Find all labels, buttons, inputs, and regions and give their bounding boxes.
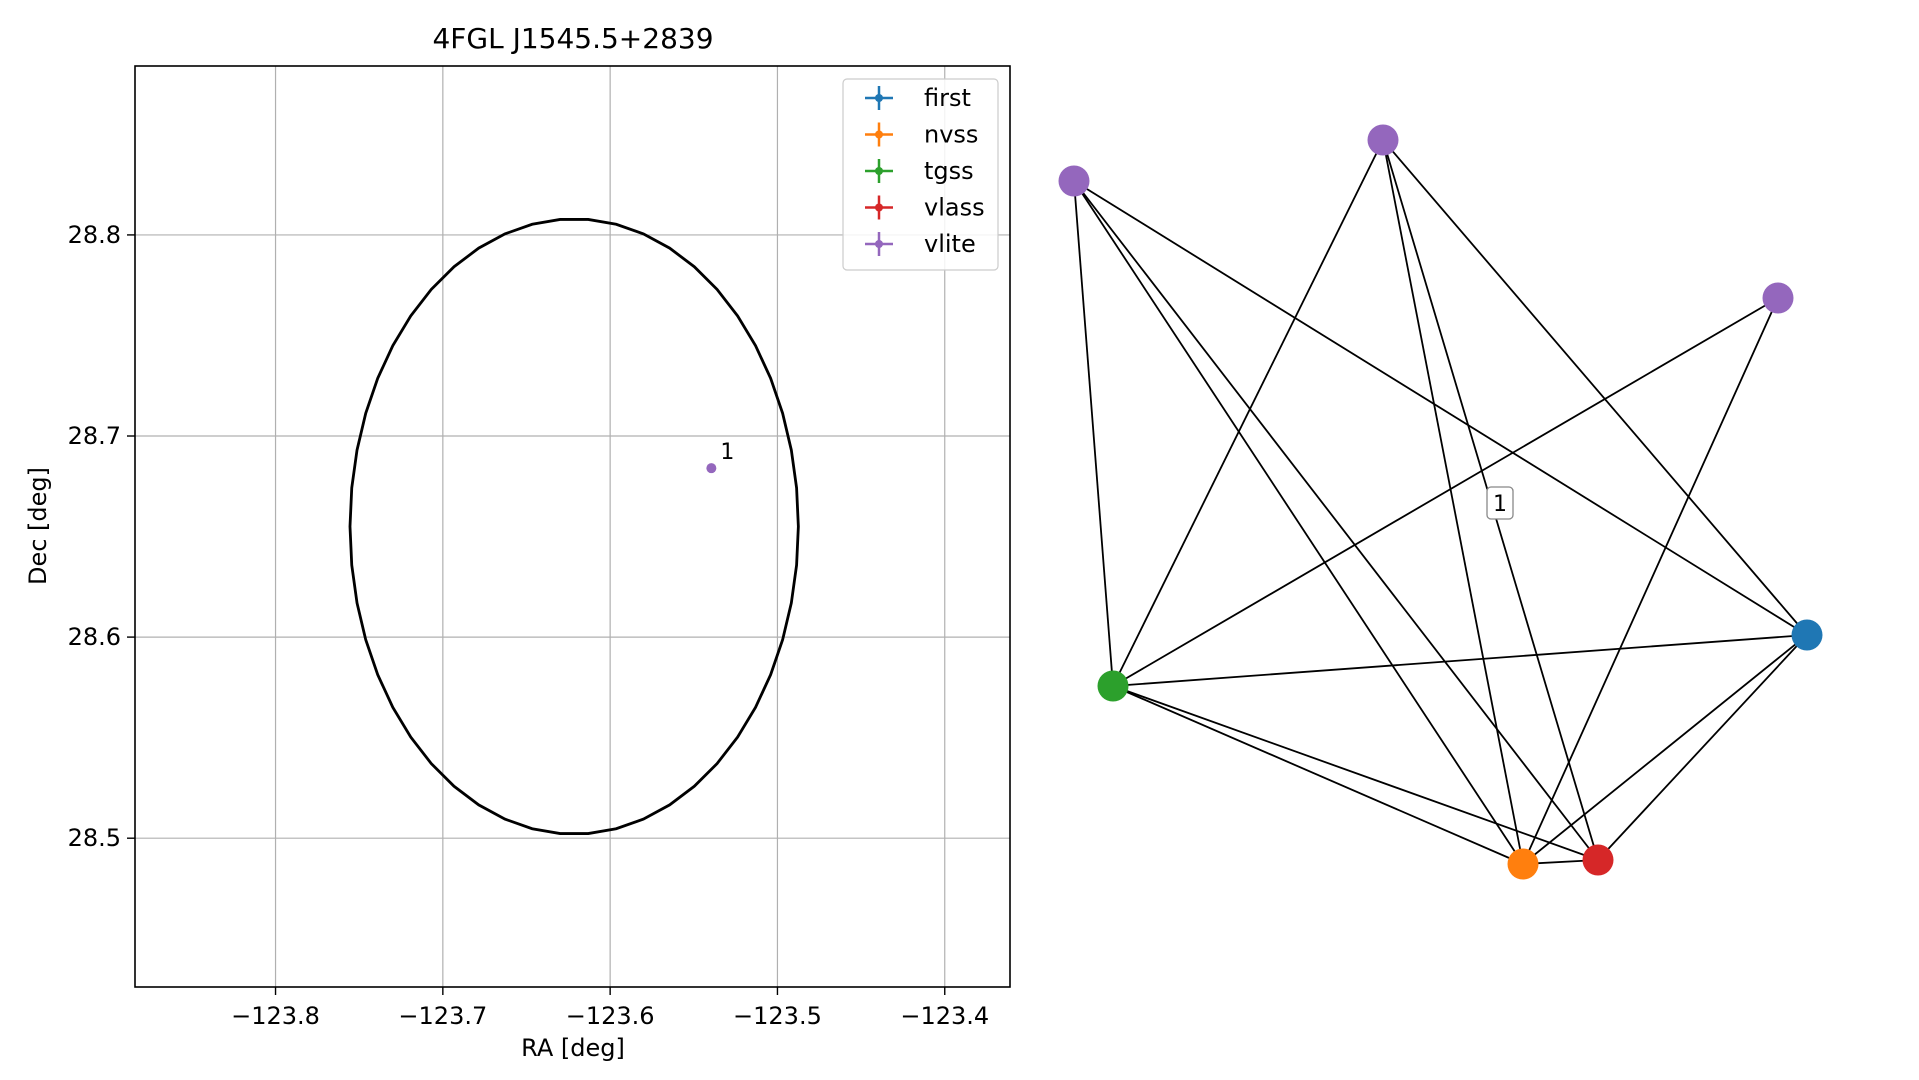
network-panel: 1 <box>1058 124 1823 880</box>
data-point-label: 1 <box>720 440 734 465</box>
legend-frame <box>842 78 999 271</box>
x-ticks: −123.8 −123.7 −123.6 −123.5 −123.4 <box>231 987 989 1030</box>
chart-title: 4FGL J1545.5+2839 <box>432 22 713 55</box>
edge-vlite_c-tgss <box>1112 297 1779 687</box>
legend-item-tgss: tgss <box>865 157 974 185</box>
node-layer <box>1058 124 1823 880</box>
legend-item-vlite: vlite <box>865 230 976 258</box>
node-vlass <box>1582 844 1614 876</box>
legend-item-first: first <box>865 84 971 112</box>
edge-first-nvss <box>1522 634 1808 865</box>
node-vlite_b <box>1367 124 1399 156</box>
error-ellipse <box>348 218 800 835</box>
edge-label: 1 <box>1493 492 1507 517</box>
edge-vlite_c-nvss <box>1522 297 1779 865</box>
legend-label: tgss <box>924 157 974 185</box>
legend-label: vlite <box>924 230 976 258</box>
ellipse-layer <box>348 218 800 835</box>
edge-tgss-vlass <box>1112 685 1599 861</box>
edge-label-box: 1 <box>1486 486 1514 520</box>
legend-items: first nvss tgss vlass vlite <box>865 84 985 258</box>
y-tick-label: 28.8 <box>68 221 121 249</box>
edge-vlite_b-tgss <box>1112 139 1384 687</box>
legend-label: nvss <box>924 121 978 149</box>
legend-marker-dot <box>875 167 883 175</box>
scatter-panel: 4FGL J1545.5+2839 1 −123.8 −123.7 −123.6 −1… <box>24 22 1011 1062</box>
x-tick-label: −123.4 <box>900 1002 989 1030</box>
node-vlite_c <box>1762 282 1794 314</box>
x-tick-label: −123.7 <box>398 1002 487 1030</box>
edge-vlite_a-tgss <box>1073 180 1114 687</box>
points-layer: 1 <box>706 440 734 474</box>
y-ticks: 28.5 28.6 28.7 28.8 <box>68 221 135 852</box>
y-tick-label: 28.6 <box>68 623 121 651</box>
data-point-vlite <box>706 463 717 474</box>
edge-tgss-nvss <box>1112 685 1524 865</box>
edge-tgss-first <box>1112 634 1808 687</box>
legend-marker-dot <box>875 240 883 248</box>
legend-marker-dot <box>875 203 883 212</box>
node-tgss <box>1097 670 1129 702</box>
legend-item-nvss: nvss <box>865 121 978 149</box>
legend-label: vlass <box>924 194 985 222</box>
node-vlite_a <box>1058 165 1090 197</box>
edge-vlite_b-nvss <box>1382 139 1524 865</box>
y-axis-label: Dec [deg] <box>24 467 52 585</box>
edge-vlite_a-first <box>1073 180 1808 636</box>
legend-label: first <box>924 84 971 112</box>
axes-frame <box>134 65 1011 988</box>
x-axis-label: RA [deg] <box>521 1034 625 1062</box>
node-nvss <box>1507 848 1539 880</box>
x-tick-label: −123.6 <box>566 1002 655 1030</box>
x-tick-label: −123.8 <box>231 1002 320 1030</box>
y-tick-label: 28.7 <box>68 422 121 450</box>
edge-first-vlass <box>1597 634 1808 861</box>
edge-label-frame <box>1486 486 1514 520</box>
legend: first nvss tgss vlass vlite <box>842 78 999 271</box>
legend-marker-dot <box>875 94 883 102</box>
edge-vlite_a-vlass <box>1073 180 1599 861</box>
legend-item-vlass: vlass <box>865 194 985 222</box>
x-tick-label: −123.5 <box>733 1002 822 1030</box>
y-tick-label: 28.5 <box>68 824 121 852</box>
node-first <box>1791 619 1823 651</box>
edge-layer <box>1073 139 1808 865</box>
edge-vlite_b-first <box>1382 139 1808 636</box>
edge-vlite_a-nvss <box>1073 180 1524 865</box>
legend-marker-dot <box>875 130 883 139</box>
